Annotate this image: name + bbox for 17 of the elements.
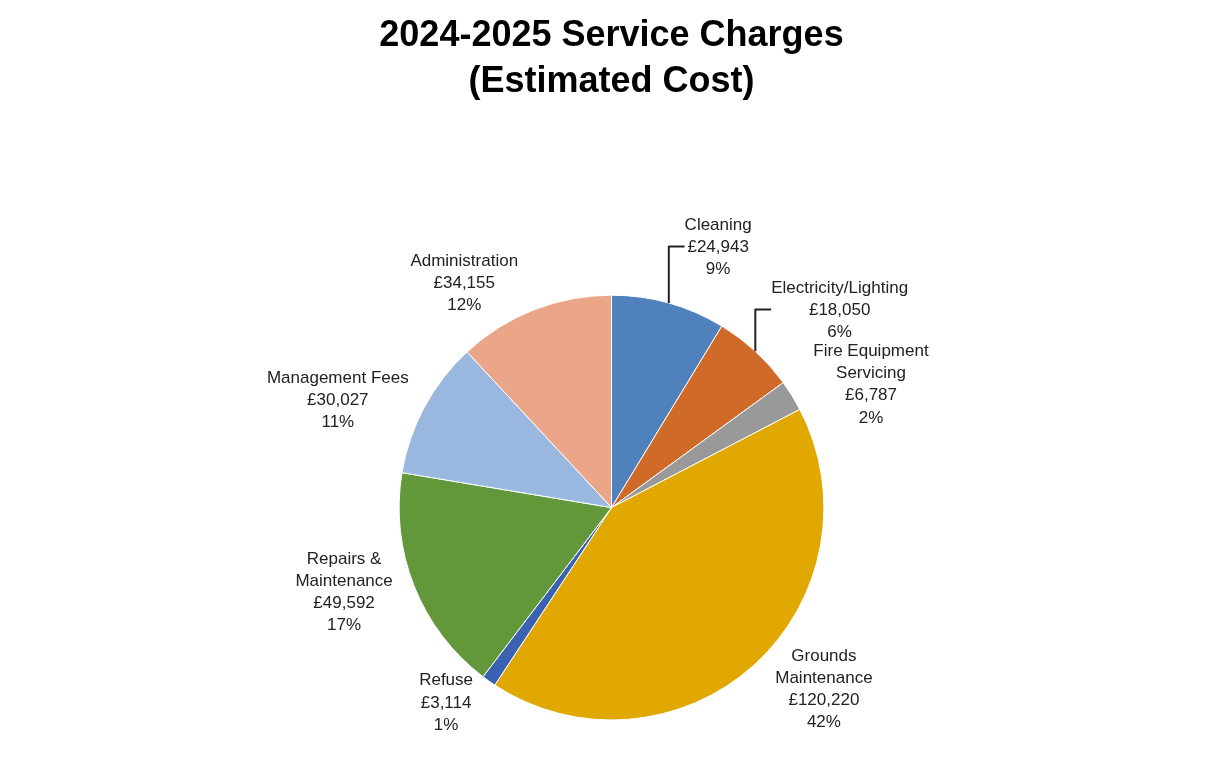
data-label: £34,155 12% xyxy=(433,273,495,315)
slice-label: Cleaning xyxy=(684,214,752,234)
data-label: £30,027 11% xyxy=(307,390,369,432)
data-label: £24,943 9% xyxy=(687,236,749,279)
data-label: £120,220 42% xyxy=(788,690,860,732)
data-label: £18,050 6% xyxy=(808,300,871,342)
slice-label: Repairs & Maintenance xyxy=(295,549,393,591)
data-label: £3,114 1% xyxy=(420,692,472,734)
slice-label: Electricity/Lighting xyxy=(771,278,909,298)
slice-label: Management Fees xyxy=(266,368,409,388)
slice-label: Grounds Maintenance xyxy=(775,646,873,688)
data-label: £6,787 2% xyxy=(845,385,897,427)
slice-label: Fire Equipment Servicing xyxy=(813,341,929,383)
data-label: £49,592 17% xyxy=(313,593,375,635)
chart-title: 2024-2025 Service Charges (Estimated Cost) xyxy=(379,12,844,101)
slice-label: Administration xyxy=(410,250,519,270)
slice-label: Refuse xyxy=(419,670,474,690)
